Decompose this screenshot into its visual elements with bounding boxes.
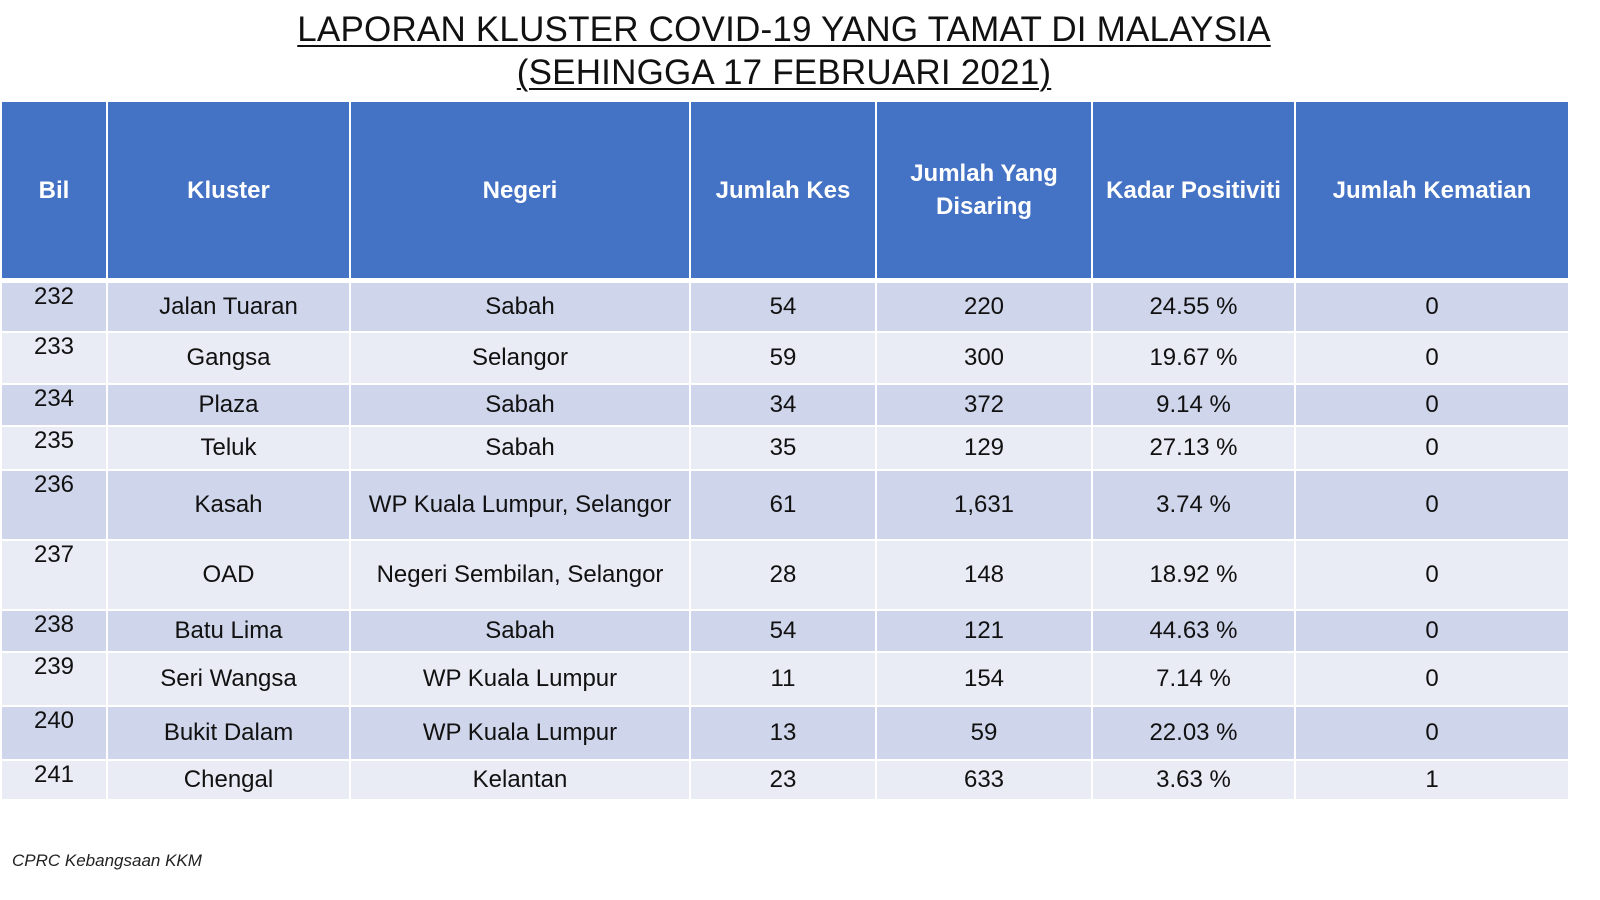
cell-negeri: Sabah bbox=[349, 383, 691, 427]
cell-negeri: Negeri Sembilan, Selangor bbox=[349, 539, 691, 611]
cell-negeri: Selangor bbox=[349, 331, 691, 385]
cell-jumlah-disaring: 59 bbox=[875, 705, 1093, 761]
cell-negeri: WP Kuala Lumpur bbox=[349, 705, 691, 761]
cell-negeri: Sabah bbox=[349, 609, 691, 653]
cell-jumlah-kematian: 1 bbox=[1294, 759, 1570, 801]
cell-jumlah-kematian: 0 bbox=[1294, 705, 1570, 761]
header-kluster: Kluster bbox=[106, 100, 351, 282]
cell-kadar-positiviti: 19.67 % bbox=[1091, 331, 1296, 385]
cell-kadar-positiviti: 44.63 % bbox=[1091, 609, 1296, 653]
cell-kadar-positiviti: 22.03 % bbox=[1091, 705, 1296, 761]
header-jumlah-disaring-line1: Jumlah Yang bbox=[910, 160, 1058, 187]
cell-bil: 235 bbox=[0, 425, 108, 471]
cell-negeri: Sabah bbox=[349, 279, 691, 333]
cell-kluster: Seri Wangsa bbox=[106, 651, 351, 707]
cell-kluster: Kasah bbox=[106, 469, 351, 541]
table-row: 233 Gangsa Selangor 59 300 19.67 % 0 bbox=[0, 331, 1570, 385]
cell-kadar-positiviti: 3.63 % bbox=[1091, 759, 1296, 801]
header-bil: Bil bbox=[0, 100, 108, 282]
table-row: 235 Teluk Sabah 35 129 27.13 % 0 bbox=[0, 425, 1570, 471]
cell-jumlah-disaring: 300 bbox=[875, 331, 1093, 385]
table-row: 234 Plaza Sabah 34 372 9.14 % 0 bbox=[0, 383, 1570, 427]
table-header-row: Bil Kluster Negeri Jumlah Kes Jumlah Yan… bbox=[0, 100, 1570, 282]
cell-jumlah-disaring: 121 bbox=[875, 609, 1093, 653]
cell-jumlah-kematian: 0 bbox=[1294, 539, 1570, 611]
cell-kluster: Teluk bbox=[106, 425, 351, 471]
cell-kluster: Jalan Tuaran bbox=[106, 279, 351, 333]
cell-jumlah-disaring: 148 bbox=[875, 539, 1093, 611]
cell-kluster: OAD bbox=[106, 539, 351, 611]
cell-negeri: WP Kuala Lumpur, Selangor bbox=[349, 469, 691, 541]
table-row: 239 Seri Wangsa WP Kuala Lumpur 11 154 7… bbox=[0, 651, 1570, 707]
table-row: 240 Bukit Dalam WP Kuala Lumpur 13 59 22… bbox=[0, 705, 1570, 761]
cell-jumlah-disaring: 1,631 bbox=[875, 469, 1093, 541]
cell-jumlah-kes: 11 bbox=[689, 651, 877, 707]
cell-bil: 234 bbox=[0, 383, 108, 427]
header-jumlah-disaring-line2: Disaring bbox=[935, 193, 1033, 220]
header-negeri: Negeri bbox=[349, 100, 691, 282]
cell-negeri: WP Kuala Lumpur bbox=[349, 651, 691, 707]
title-line-2: (SEHINGGA 17 FEBRUARI 2021) bbox=[516, 53, 1052, 92]
cell-kluster: Bukit Dalam bbox=[106, 705, 351, 761]
cell-kluster: Gangsa bbox=[106, 331, 351, 385]
cell-jumlah-kes: 35 bbox=[689, 425, 877, 471]
cell-kadar-positiviti: 18.92 % bbox=[1091, 539, 1296, 611]
cell-jumlah-kematian: 0 bbox=[1294, 609, 1570, 653]
cell-jumlah-kematian: 0 bbox=[1294, 651, 1570, 707]
cell-kadar-positiviti: 24.55 % bbox=[1091, 279, 1296, 333]
cell-jumlah-kes: 54 bbox=[689, 279, 877, 333]
table-row: 238 Batu Lima Sabah 54 121 44.63 % 0 bbox=[0, 609, 1570, 653]
header-jumlah-disaring: Jumlah Yang Disaring bbox=[875, 100, 1093, 282]
cell-bil: 237 bbox=[0, 539, 108, 611]
table-row: 236 Kasah WP Kuala Lumpur, Selangor 61 1… bbox=[0, 469, 1570, 541]
cell-jumlah-kes: 23 bbox=[689, 759, 877, 801]
cell-bil: 239 bbox=[0, 651, 108, 707]
cell-kadar-positiviti: 27.13 % bbox=[1091, 425, 1296, 471]
cell-bil: 241 bbox=[0, 759, 108, 801]
cell-kluster: Plaza bbox=[106, 383, 351, 427]
cell-bil: 233 bbox=[0, 331, 108, 385]
cell-negeri: Kelantan bbox=[349, 759, 691, 801]
cell-kadar-positiviti: 7.14 % bbox=[1091, 651, 1296, 707]
source-footer: CPRC Kebangsaan KKM bbox=[12, 851, 202, 870]
table-row: 237 OAD Negeri Sembilan, Selangor 28 148… bbox=[0, 539, 1570, 611]
cell-jumlah-kematian: 0 bbox=[1294, 383, 1570, 427]
cell-jumlah-kes: 34 bbox=[689, 383, 877, 427]
cell-jumlah-disaring: 633 bbox=[875, 759, 1093, 801]
cell-jumlah-kematian: 0 bbox=[1294, 331, 1570, 385]
table-row: 241 Chengal Kelantan 23 633 3.63 % 1 bbox=[0, 759, 1570, 801]
cell-jumlah-kematian: 0 bbox=[1294, 469, 1570, 541]
title-line-1: LAPORAN KLUSTER COVID-19 YANG TAMAT DI M… bbox=[297, 10, 1271, 49]
cell-bil: 236 bbox=[0, 469, 108, 541]
cell-kluster: Batu Lima bbox=[106, 609, 351, 653]
cell-jumlah-disaring: 372 bbox=[875, 383, 1093, 427]
cell-jumlah-kes: 13 bbox=[689, 705, 877, 761]
cell-jumlah-kes: 28 bbox=[689, 539, 877, 611]
header-jumlah-kematian: Jumlah Kematian bbox=[1294, 100, 1570, 282]
header-jumlah-kes: Jumlah Kes bbox=[689, 100, 877, 282]
cell-jumlah-kes: 59 bbox=[689, 331, 877, 385]
cell-jumlah-disaring: 154 bbox=[875, 651, 1093, 707]
cell-jumlah-kes: 61 bbox=[689, 469, 877, 541]
cell-negeri: Sabah bbox=[349, 425, 691, 471]
report-title: LAPORAN KLUSTER COVID-19 YANG TAMAT DI M… bbox=[0, 8, 1568, 94]
cell-jumlah-disaring: 129 bbox=[875, 425, 1093, 471]
header-kadar-positiviti: Kadar Positiviti bbox=[1091, 100, 1296, 282]
cell-jumlah-disaring: 220 bbox=[875, 279, 1093, 333]
cell-jumlah-kematian: 0 bbox=[1294, 279, 1570, 333]
cell-bil: 240 bbox=[0, 705, 108, 761]
cell-kadar-positiviti: 3.74 % bbox=[1091, 469, 1296, 541]
cluster-table: Bil Kluster Negeri Jumlah Kes Jumlah Yan… bbox=[0, 100, 1570, 801]
cell-bil: 232 bbox=[0, 279, 108, 333]
cell-kluster: Chengal bbox=[106, 759, 351, 801]
cell-kadar-positiviti: 9.14 % bbox=[1091, 383, 1296, 427]
cell-jumlah-kematian: 0 bbox=[1294, 425, 1570, 471]
cell-bil: 238 bbox=[0, 609, 108, 653]
cell-jumlah-kes: 54 bbox=[689, 609, 877, 653]
table-row: 232 Jalan Tuaran Sabah 54 220 24.55 % 0 bbox=[0, 279, 1570, 333]
